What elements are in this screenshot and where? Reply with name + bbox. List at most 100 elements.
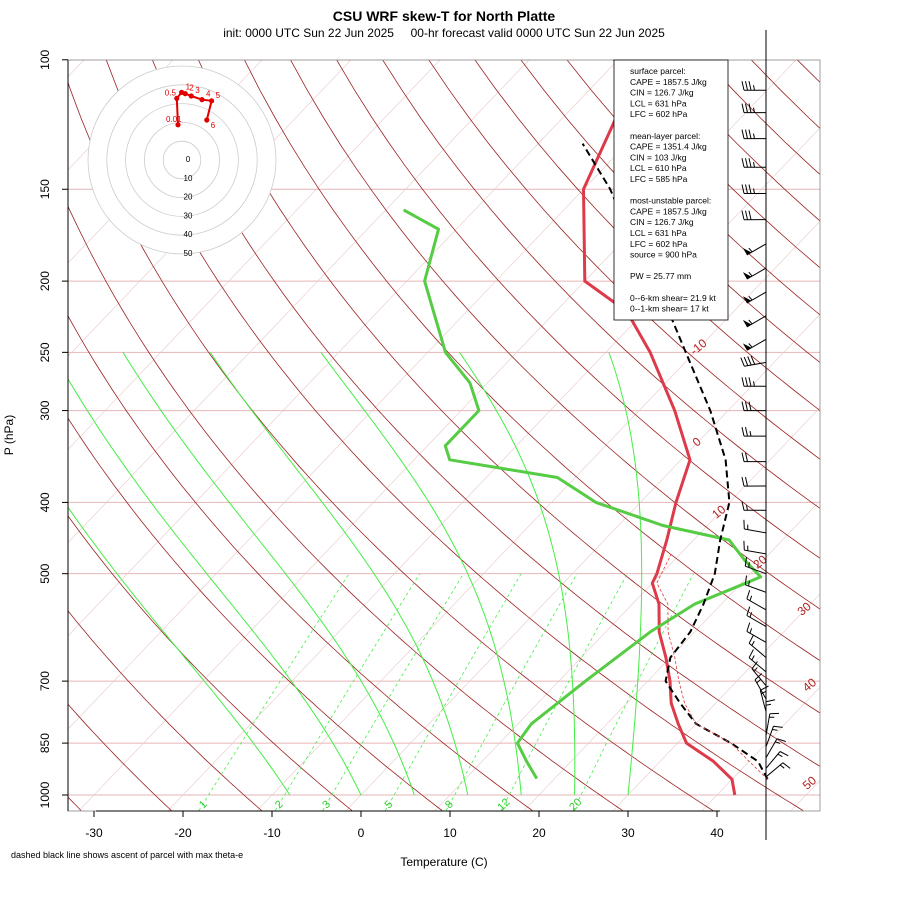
stats-box-line: LCL = 610 hPa <box>630 163 687 173</box>
wind-barb <box>741 501 767 511</box>
dry-adiabat-line <box>796 60 820 83</box>
mixing-ratio-line <box>500 573 628 811</box>
hodograph-point <box>175 122 181 128</box>
x-tick-label: 40 <box>710 826 724 840</box>
mixing-ratio-label: 8 <box>443 798 456 811</box>
moist-adiabat-line <box>68 506 291 796</box>
wind-barb <box>740 355 767 367</box>
stats-box-line: CAPE = 1351.4 J/kg <box>630 142 707 152</box>
wind-barb <box>743 540 767 555</box>
dry-adiabat-line <box>68 81 714 811</box>
isotherm-line <box>880 60 900 811</box>
mixing-ratio-line <box>445 573 578 811</box>
wind-barb <box>746 622 767 643</box>
isotherm-line <box>790 779 820 811</box>
wind-barb <box>765 699 776 724</box>
moist-adiabat-line <box>68 377 362 796</box>
stats-box-line: CIN = 126.7 J/kg <box>630 88 694 98</box>
chart-subtitle: init: 0000 UTC Sun 22 Jun 2025 00-hr for… <box>223 26 665 40</box>
dry-adiabat-line <box>68 205 623 811</box>
mixing-ratio-line <box>322 573 464 811</box>
stats-box-line: PW = 25.77 mm <box>630 271 691 281</box>
wind-barb <box>765 725 783 748</box>
dry-adiabat-line <box>198 60 820 714</box>
isotherm-line <box>523 500 820 811</box>
isotherm-line <box>167 127 820 811</box>
x-axis-label: Temperature (C) <box>400 855 487 869</box>
y-tick-label: 200 <box>38 271 52 291</box>
x-tick-label: -20 <box>174 826 192 840</box>
series-temperature <box>582 74 737 796</box>
mixing-ratio-label: 5 <box>383 798 396 811</box>
hodograph-ring <box>162 140 202 180</box>
wind-barb <box>765 762 791 778</box>
wind-barb <box>742 243 767 256</box>
isotherm-line <box>701 686 820 811</box>
isotherm-label: 40 <box>800 675 819 695</box>
dry-adiabat-line <box>68 315 533 811</box>
dry-adiabat-line <box>68 515 353 811</box>
hodograph-point-label: 1 <box>186 82 191 91</box>
hodograph: 0 10 20 30 40 50 0.01 0.5 1 2 3 4 5 6 <box>87 65 277 258</box>
wind-barb <box>741 210 767 221</box>
isotherm-line <box>345 313 820 811</box>
dry-adiabat-line <box>290 60 820 610</box>
dry-adiabat-line <box>382 60 820 509</box>
dry-adiabat-line <box>244 60 820 662</box>
stats-box-line: CIN = 126.7 J/kg <box>630 217 694 227</box>
stats-box-line: 0--6-km shear= 21.9 kt <box>630 293 716 303</box>
y-tick-label: 400 <box>38 492 52 512</box>
hodograph-point-label: 0.5 <box>165 88 177 97</box>
isotherm-label: 50 <box>800 773 819 793</box>
dry-adiabat-line <box>474 60 820 412</box>
wind-barb <box>742 291 767 304</box>
hodograph-point <box>182 91 188 97</box>
hodograph-point-label: 3 <box>195 86 200 95</box>
hodograph-point <box>188 93 194 99</box>
wind-barb <box>741 81 767 91</box>
moist-adiabat-line <box>320 352 522 796</box>
wind-barb <box>742 315 767 328</box>
stats-box-line: most-unstable parcel: <box>630 196 711 206</box>
mixing-ratio-line <box>274 573 421 811</box>
isotherm-label: 30 <box>795 599 814 619</box>
stats-box-line: LFC = 602 hPa <box>630 239 688 249</box>
stats-box-line: LCL = 631 hPa <box>630 98 687 108</box>
dry-adiabat-line <box>750 60 820 129</box>
y-tick-label: 150 <box>38 179 52 199</box>
isotherm-line <box>68 60 708 730</box>
y-axis-label: P (hPa) <box>2 415 16 455</box>
y-tick-label: 250 <box>38 342 52 362</box>
hodograph-ring <box>87 65 277 255</box>
mixing-ratio-label: 2 <box>273 798 286 811</box>
footnote: dashed black line shows ascent of parcel… <box>11 850 243 860</box>
y-tick-label: 850 <box>38 733 52 753</box>
wind-barb <box>744 556 767 575</box>
wind-barb <box>741 476 767 487</box>
y-tick-label: 500 <box>38 563 52 583</box>
hodograph-point <box>199 97 205 103</box>
wind-barb <box>743 519 767 534</box>
dry-adiabat-line <box>843 60 900 811</box>
x-tick-label: 20 <box>532 826 546 840</box>
isotherm-label: 0 <box>690 434 704 449</box>
wind-barb <box>741 103 767 114</box>
chart-title: CSU WRF skew-T for North Platte <box>333 8 556 24</box>
hodograph-point-label: 4 <box>206 90 211 99</box>
mixing-ratio-label: 3 <box>320 798 333 811</box>
hodograph-ring <box>106 84 258 236</box>
x-tick-label: 10 <box>443 826 457 840</box>
mixing-ratio-line <box>573 573 694 811</box>
wind-barb <box>765 738 786 759</box>
wind-barb <box>741 184 767 194</box>
wind-barb <box>742 267 767 280</box>
hodograph-point-label: 0.01 <box>166 115 182 124</box>
stats-box-line: mean-layer parcel: <box>630 131 700 141</box>
series-dewpoint <box>402 208 763 780</box>
y-tick-label: 100 <box>38 49 52 69</box>
isotherm-line <box>68 60 530 544</box>
isotherm-line <box>68 60 619 637</box>
moist-adiabat-line <box>122 352 415 796</box>
